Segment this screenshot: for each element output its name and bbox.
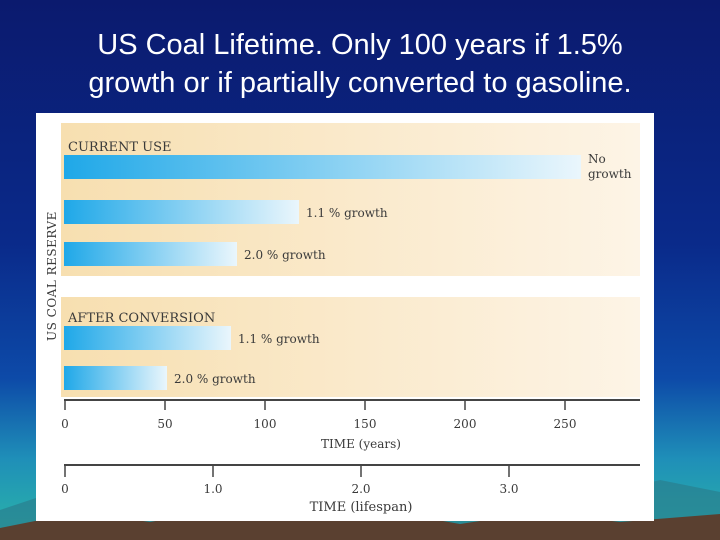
x-axis-lifespan-tick-label: 0 — [61, 482, 69, 496]
group-label-current-use: CURRENT USE — [68, 140, 172, 155]
y-axis-label: US COAL RESERVE — [45, 211, 59, 341]
bar-label-after-conversion-0-0: 1.1 % growth — [238, 332, 320, 346]
bar-label-current-use-0-0: No — [588, 152, 606, 166]
x-axis-years-tick-label: 250 — [554, 417, 577, 431]
bar-current-use-0 — [64, 155, 581, 179]
slide-title: US Coal Lifetime. Only 100 years if 1.5%… — [0, 26, 720, 102]
group-label-after-conversion: AFTER CONVERSION — [67, 311, 215, 326]
bar-after-conversion-0 — [64, 326, 231, 350]
bar-label-current-use-0-1: growth — [588, 167, 632, 181]
bar-label-current-use-2-0: 2.0 % growth — [244, 248, 326, 262]
bar-after-conversion-1 — [64, 366, 167, 390]
bar-current-use-2 — [64, 242, 237, 266]
x-axis-years-tick-label: 0 — [61, 417, 69, 431]
chart-figure: US COAL RESERVE CURRENT USE AFTER CONVER… — [36, 113, 654, 521]
slide-title-line-1: US Coal Lifetime. Only 100 years if 1.5% — [97, 29, 623, 61]
slide-title-line-2: growth or if partially converted to gaso… — [88, 67, 632, 99]
x-axis-lifespan-title: TIME (lifespan) — [310, 500, 413, 515]
x-axis-years-tick-label: 150 — [354, 417, 377, 431]
x-axis-years-tick-label: 200 — [454, 417, 477, 431]
bar-label-current-use-1-0: 1.1 % growth — [306, 206, 388, 220]
x-axis-years-tick-label: 100 — [254, 417, 277, 431]
bar-label-after-conversion-1-0: 2.0 % growth — [174, 372, 256, 386]
x-axis-lifespan-tick-label: 2.0 — [351, 482, 370, 496]
x-axis-years-title: TIME (years) — [321, 437, 401, 451]
bar-current-use-1 — [64, 200, 299, 224]
x-axis-lifespan-tick-label: 1.0 — [203, 482, 222, 496]
x-axis-lifespan-tick-label: 3.0 — [499, 482, 518, 496]
x-axis-years-tick-label: 50 — [157, 417, 172, 431]
coal-lifetime-chart: US COAL RESERVE CURRENT USE AFTER CONVER… — [45, 123, 640, 515]
